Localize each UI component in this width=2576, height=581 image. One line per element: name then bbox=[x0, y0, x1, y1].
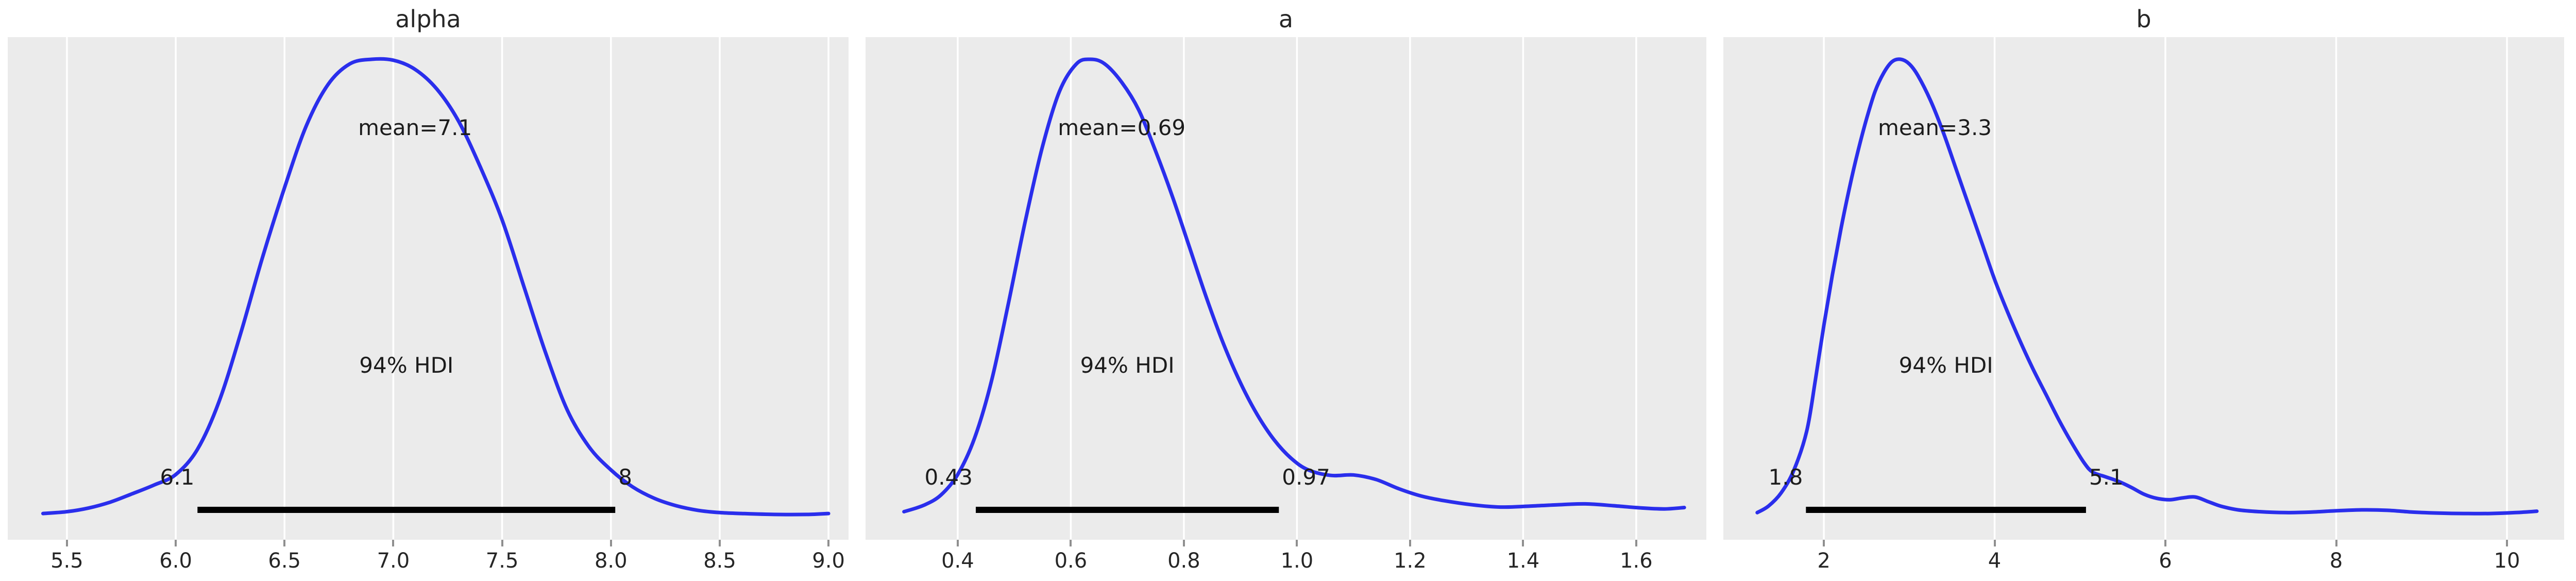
kde-curve-alpha bbox=[41, 57, 831, 517]
x-tick-label-alpha-7.0: 7.0 bbox=[377, 549, 410, 573]
x-tick-label-b-6: 6 bbox=[2159, 549, 2172, 573]
plot-area-a: mean=0.69 94% HDI 0.43 0.97 bbox=[866, 37, 1706, 540]
panel-title-b: b bbox=[2136, 5, 2151, 33]
x-tick-mark bbox=[1993, 540, 1996, 546]
x-tick-label-a-1.0: 1.0 bbox=[1280, 549, 1314, 573]
hdi-lower-label-a: 0.43 bbox=[924, 464, 973, 490]
x-tick-mark bbox=[501, 540, 503, 546]
kde-curve-a bbox=[902, 57, 1686, 514]
x-tick-mark bbox=[1823, 540, 1825, 546]
x-tick-label-a-1.4: 1.4 bbox=[1506, 549, 1540, 573]
x-tick-label-alpha-7.5: 7.5 bbox=[485, 549, 519, 573]
x-tick-label-a-0.6: 0.6 bbox=[1054, 549, 1088, 573]
x-tick-mark bbox=[1296, 540, 1298, 546]
x-tick-label-alpha-5.5: 5.5 bbox=[50, 549, 83, 573]
hdi-lower-label-b: 1.8 bbox=[1769, 464, 1803, 490]
x-tick-label-alpha-8.0: 8.0 bbox=[594, 549, 628, 573]
hdi-upper-label-alpha: 8 bbox=[618, 464, 632, 490]
x-tick-mark bbox=[2335, 540, 2337, 546]
hdi-lower-label-alpha: 6.1 bbox=[160, 464, 195, 490]
x-tick-label-alpha-6.5: 6.5 bbox=[268, 549, 301, 573]
plot-area-alpha: mean=7.1 94% HDI 6.1 8 bbox=[8, 37, 849, 540]
panel-title-a: a bbox=[1278, 5, 1294, 33]
x-tick-label-b-4: 4 bbox=[1988, 549, 2002, 573]
x-tick-mark bbox=[2164, 540, 2166, 546]
panel-title-alpha: alpha bbox=[395, 5, 461, 33]
x-tick-label-b-10: 10 bbox=[2494, 549, 2520, 573]
plot-area-b: mean=3.3 94% HDI 1.8 5.1 bbox=[1723, 37, 2564, 540]
x-tick-mark bbox=[175, 540, 177, 546]
x-tick-mark bbox=[283, 540, 286, 546]
hdi-upper-label-a: 0.97 bbox=[1282, 464, 1330, 490]
x-tick-mark bbox=[392, 540, 395, 546]
x-tick-mark bbox=[65, 540, 68, 546]
hdi-upper-label-b: 5.1 bbox=[2089, 464, 2124, 490]
hdi-interval-label-b: 94% HDI bbox=[1899, 353, 1993, 378]
mean-label-a: mean=0.69 bbox=[1058, 115, 1185, 140]
x-tick-label-alpha-8.5: 8.5 bbox=[703, 549, 736, 573]
x-tick-label-a-1.2: 1.2 bbox=[1394, 549, 1427, 573]
x-tick-mark bbox=[1522, 540, 1524, 546]
kde-curve-b bbox=[1755, 57, 2539, 516]
x-tick-label-a-1.6: 1.6 bbox=[1620, 549, 1653, 573]
x-tick-label-a-0.4: 0.4 bbox=[941, 549, 974, 573]
mean-label-b: mean=3.3 bbox=[1878, 115, 1992, 140]
x-tick-label-b-2: 2 bbox=[1817, 549, 1831, 573]
x-tick-mark bbox=[1070, 540, 1072, 546]
x-tick-label-b-8: 8 bbox=[2329, 549, 2343, 573]
x-tick-mark bbox=[827, 540, 830, 546]
hdi-interval-label-a: 94% HDI bbox=[1080, 353, 1175, 378]
x-tick-mark bbox=[956, 540, 959, 546]
x-tick-mark bbox=[1635, 540, 1637, 546]
x-tick-label-a-0.8: 0.8 bbox=[1167, 549, 1200, 573]
kde-plot-svg-a: mean=0.69 94% HDI 0.43 0.97 bbox=[902, 37, 1686, 540]
x-tick-label-alpha-9.0: 9.0 bbox=[812, 549, 845, 573]
x-tick-mark bbox=[1182, 540, 1185, 546]
kde-plot-svg-b: mean=3.3 94% HDI 1.8 5.1 bbox=[1755, 37, 2539, 540]
x-tick-mark bbox=[1409, 540, 1411, 546]
x-tick-label-alpha-6.0: 6.0 bbox=[159, 549, 192, 573]
kde-plot-svg-alpha: mean=7.1 94% HDI 6.1 8 bbox=[41, 37, 831, 540]
x-tick-mark bbox=[609, 540, 612, 546]
x-tick-mark bbox=[719, 540, 721, 546]
mean-label-alpha: mean=7.1 bbox=[358, 115, 472, 140]
x-tick-mark bbox=[2506, 540, 2508, 546]
hdi-interval-label-alpha: 94% HDI bbox=[359, 353, 453, 378]
